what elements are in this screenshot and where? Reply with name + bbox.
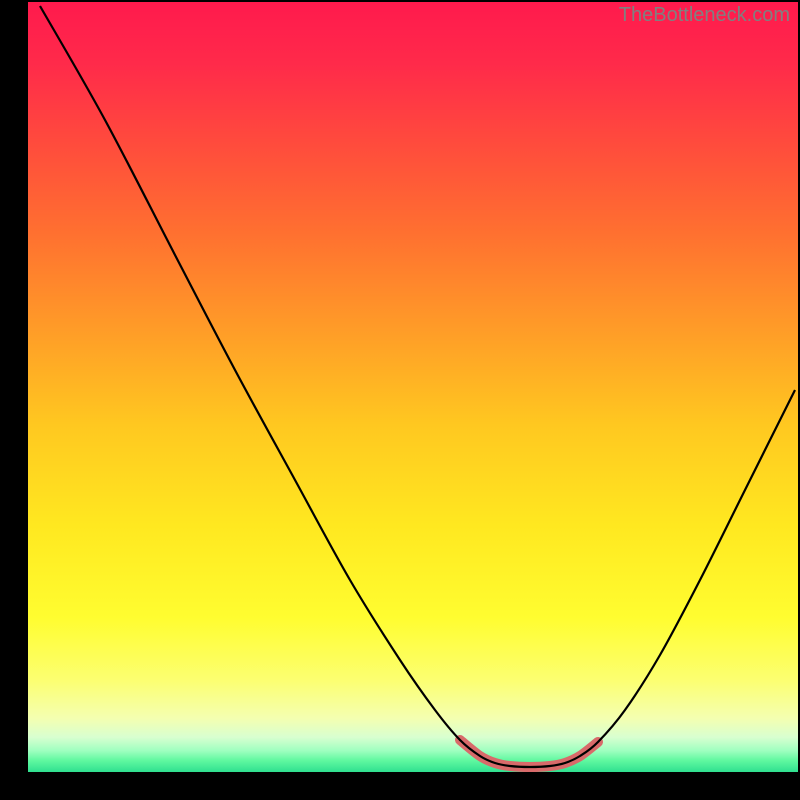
gradient-background: [28, 2, 798, 772]
bottleneck-chart: TheBottleneck.com: [0, 0, 800, 800]
watermark-text: TheBottleneck.com: [619, 4, 790, 27]
chart-svg: [0, 0, 800, 800]
